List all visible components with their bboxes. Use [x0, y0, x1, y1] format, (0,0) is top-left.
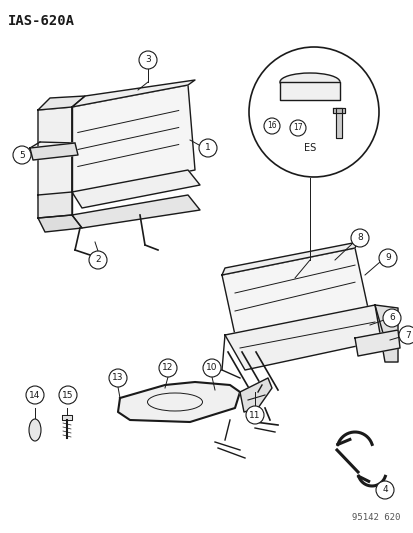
Text: 17: 17 — [292, 124, 302, 133]
Text: 7: 7 — [404, 330, 410, 340]
Polygon shape — [30, 143, 78, 160]
Circle shape — [289, 120, 305, 136]
Text: 2: 2 — [95, 255, 101, 264]
Circle shape — [350, 229, 368, 247]
Circle shape — [199, 139, 216, 157]
Text: 12: 12 — [162, 364, 173, 373]
Circle shape — [248, 47, 378, 177]
Polygon shape — [221, 242, 357, 275]
Text: 1: 1 — [204, 143, 210, 152]
Polygon shape — [38, 107, 72, 198]
Circle shape — [382, 309, 400, 327]
Text: IAS-620A: IAS-620A — [8, 14, 75, 28]
Text: 15: 15 — [62, 391, 74, 400]
Polygon shape — [279, 82, 339, 100]
Circle shape — [398, 326, 413, 344]
Ellipse shape — [279, 73, 339, 91]
Circle shape — [159, 359, 177, 377]
Polygon shape — [72, 195, 199, 228]
Text: 9: 9 — [384, 254, 390, 262]
Polygon shape — [38, 96, 85, 110]
Polygon shape — [335, 108, 341, 138]
Text: 3: 3 — [145, 55, 150, 64]
Circle shape — [263, 118, 279, 134]
Text: 5: 5 — [19, 150, 25, 159]
Circle shape — [202, 359, 221, 377]
Text: 6: 6 — [388, 313, 394, 322]
Text: 10: 10 — [206, 364, 217, 373]
Polygon shape — [374, 305, 397, 362]
Circle shape — [245, 406, 263, 424]
Polygon shape — [38, 192, 72, 218]
Text: ES: ES — [303, 143, 316, 153]
Polygon shape — [72, 85, 195, 195]
Polygon shape — [62, 415, 72, 420]
Polygon shape — [224, 305, 384, 370]
Polygon shape — [332, 108, 344, 113]
Circle shape — [13, 146, 31, 164]
Polygon shape — [240, 378, 271, 412]
Circle shape — [139, 51, 157, 69]
Polygon shape — [118, 382, 240, 422]
Circle shape — [109, 369, 127, 387]
Circle shape — [375, 481, 393, 499]
Ellipse shape — [29, 419, 41, 441]
Polygon shape — [72, 80, 195, 107]
Text: 13: 13 — [112, 374, 123, 383]
Text: 4: 4 — [381, 486, 387, 495]
Text: 95142 620: 95142 620 — [351, 513, 399, 522]
Polygon shape — [354, 330, 399, 356]
Circle shape — [89, 251, 107, 269]
Circle shape — [378, 249, 396, 267]
Circle shape — [59, 386, 77, 404]
Polygon shape — [38, 215, 82, 232]
Circle shape — [26, 386, 44, 404]
Text: 8: 8 — [356, 233, 362, 243]
Polygon shape — [221, 248, 367, 335]
Polygon shape — [72, 170, 199, 208]
Text: 14: 14 — [29, 391, 40, 400]
Text: 11: 11 — [249, 410, 260, 419]
Text: 16: 16 — [266, 122, 276, 131]
